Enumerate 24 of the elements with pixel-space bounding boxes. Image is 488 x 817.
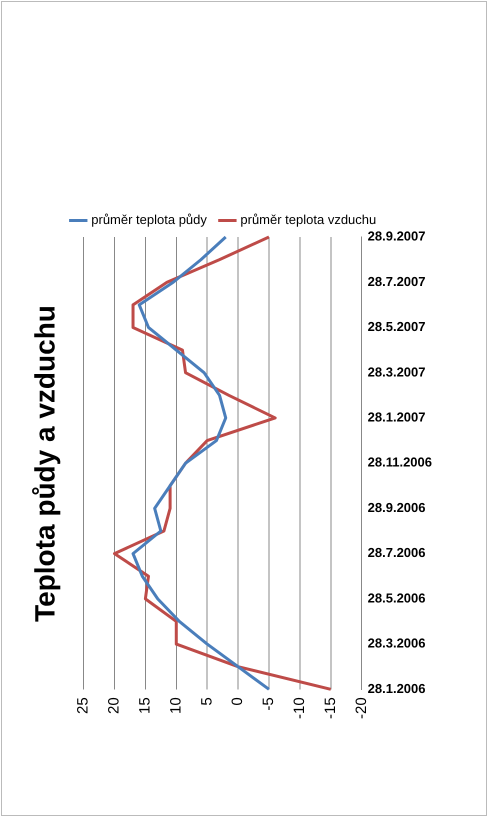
x-tick-label: -15 [322,697,339,720]
x-tick-label: 0 [229,697,246,706]
y-tick-label: 28.5.2007 [368,319,426,334]
x-tick-label: 20 [106,697,123,714]
y-tick-label: 28.3.2007 [368,364,426,380]
y-tick-label: 28.9.2007 [368,228,426,244]
x-tick-label: 5 [198,697,216,706]
y-tick-label: 28.1.2006 [368,680,426,696]
x-tick-label: -20 [352,697,370,720]
y-tick-label: 28.7.2006 [368,545,426,560]
y-tick-label: 28.3.2006 [368,636,426,651]
y-tick-label: 28.11.2006 [368,454,432,470]
y-tick-label: 28.9.2006 [368,500,426,515]
x-tick-label: -10 [291,697,308,720]
y-tick-label: 28.1.2007 [368,410,426,425]
legend-label: průměr teplota vzduchu [240,212,376,228]
text: Teplota půdy a vzduchu [30,305,61,622]
x-tick-label: 10 [167,697,184,714]
y-tick-label: 28.7.2007 [368,274,426,289]
y-tick-label: 28.5.2006 [368,590,426,606]
x-tick-label: 25 [74,697,92,714]
x-tick-label: 15 [136,697,154,714]
legend-label: průměr teplota půdy [91,212,208,228]
x-tick-label: -5 [260,697,278,711]
